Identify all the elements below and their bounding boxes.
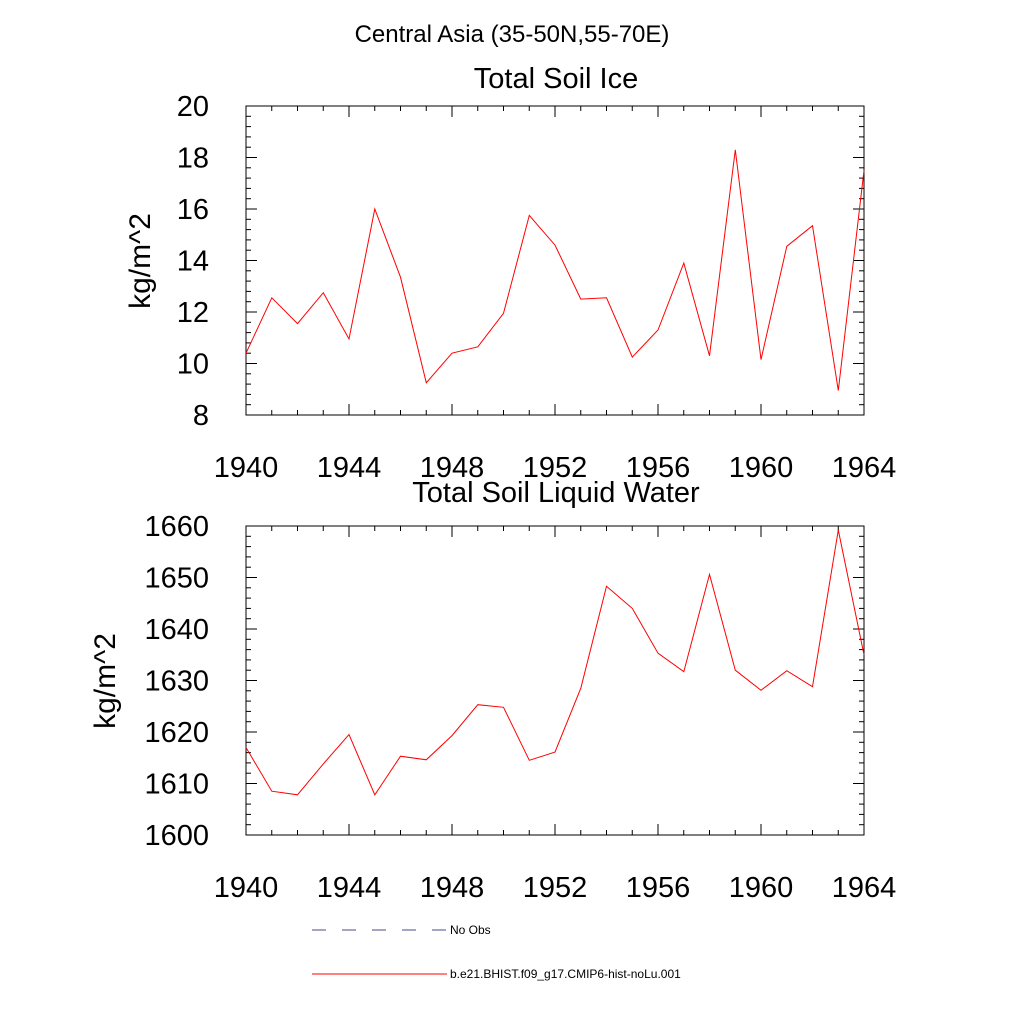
legend: No Obs b.e21.BHIST.f09_g17.CMIP6-hist-no… bbox=[312, 923, 681, 981]
panel-soil-liquid-axes: 1940 1944 1948 1952 1956 1960 1964 1600 1610 1620… bbox=[144, 511, 896, 904]
panel-1-ytick-label: 1610 bbox=[144, 769, 209, 801]
panel-1-ytick-label: 1600 bbox=[144, 820, 209, 852]
panel-1-series-line bbox=[245, 529, 865, 796]
panel-0-ytick-label: 10 bbox=[177, 349, 209, 381]
panel-1-ytick-label: 1660 bbox=[144, 511, 209, 543]
panel-1-xtick-label: 1948 bbox=[420, 872, 485, 904]
figure-title: Central Asia (35-50N,55-70E) bbox=[355, 21, 670, 48]
legend-label-no-obs: No Obs bbox=[450, 923, 491, 937]
panel-soil-ice: Total Soil Ice kg/m^2 1940 1944 1948 1952 19… bbox=[124, 63, 896, 484]
panel-0-ytick-label: 12 bbox=[177, 297, 209, 329]
panel-0-xtick-label: 1944 bbox=[317, 452, 382, 484]
panel-0-ytick-label: 20 bbox=[177, 91, 209, 123]
panel-soil-liquid-title: Total Soil Liquid Water bbox=[412, 477, 700, 509]
panel-1-xtick-label: 1956 bbox=[626, 872, 691, 904]
panel-1-ytick-label: 1620 bbox=[144, 717, 209, 749]
panel-0-frame bbox=[245, 105, 865, 416]
panel-0-xtick-label: 1948 bbox=[420, 452, 485, 484]
panel-0-xtick-label: 1956 bbox=[626, 452, 691, 484]
panel-0-ytick-label: 14 bbox=[177, 246, 209, 278]
panel-1-frame bbox=[245, 525, 865, 836]
panel-0-xtick-label: 1940 bbox=[214, 452, 279, 484]
legend-label-model: b.e21.BHIST.f09_g17.CMIP6-hist-noLu.001 bbox=[450, 967, 681, 981]
panel-1-xtick-label: 1964 bbox=[832, 872, 897, 904]
panel-1-xtick-label: 1952 bbox=[523, 872, 588, 904]
panel-0-ytick-label: 16 bbox=[177, 194, 209, 226]
panel-0-ytick-label: 18 bbox=[177, 143, 209, 175]
panel-soil-ice-axes: 1940 1944 1948 1952 1956 1960 1964 8 10 12 14 16 18 2… bbox=[177, 91, 897, 484]
panel-0-series-line bbox=[245, 149, 865, 391]
panel-0-ytick-label: 8 bbox=[193, 400, 209, 432]
panel-0-xtick-label: 1960 bbox=[729, 452, 794, 484]
panel-1-xtick-label: 1940 bbox=[214, 872, 279, 904]
panel-0-xtick-label: 1964 bbox=[832, 452, 897, 484]
panel-1-xtick-label: 1960 bbox=[729, 872, 794, 904]
panel-soil-liquid-ylabel: kg/m^2 bbox=[89, 633, 122, 729]
panel-1-ytick-label: 1630 bbox=[144, 666, 209, 698]
panel-soil-ice-title: Total Soil Ice bbox=[474, 63, 638, 95]
panel-1-ytick-label: 1650 bbox=[144, 563, 209, 595]
panel-0-xtick-label: 1952 bbox=[523, 452, 588, 484]
panel-1-xtick-label: 1944 bbox=[317, 872, 382, 904]
panel-soil-ice-ylabel: kg/m^2 bbox=[124, 213, 157, 309]
panel-soil-liquid: Total Soil Liquid Water kg/m^2 1940 1944 1… bbox=[89, 477, 896, 904]
panel-1-ytick-label: 1640 bbox=[144, 614, 209, 646]
